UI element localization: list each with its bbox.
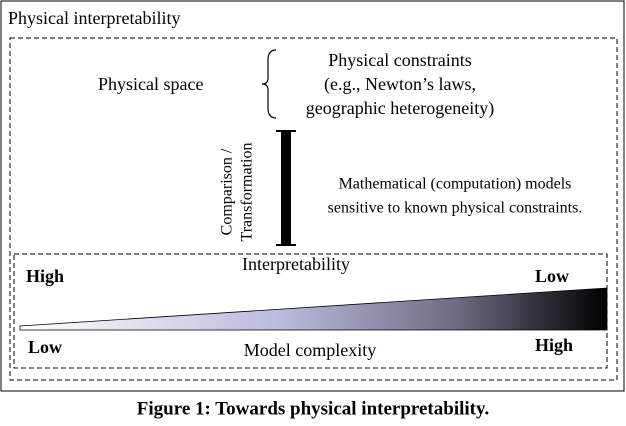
constraints-line: (e.g., Newton’s laws, (324, 74, 476, 95)
models-line: sensitive to known physical constraints. (328, 200, 583, 217)
transformation-bar (276, 130, 296, 246)
models-line: Mathematical (computation) models (339, 176, 572, 193)
complexity-label: Model complexity (244, 340, 376, 360)
caption: Figure 1: Towards physical interpretabil… (137, 398, 489, 419)
title: Physical interpretability (8, 8, 180, 28)
interpretability-start: High (26, 266, 64, 286)
outer-frame (0, 0, 625, 392)
physical-box (9, 37, 618, 381)
physical-space: Physical space (98, 74, 203, 94)
constraints-line: geographic heterogeneity) (306, 98, 494, 119)
complexity-end: High (535, 335, 573, 355)
transformation-label: Comparison / (219, 148, 236, 235)
gradient-wedge (19, 287, 608, 331)
complexity-start: Low (28, 337, 62, 357)
constraints-line: Physical constraints (328, 50, 471, 70)
interpretability-label: Interpretability (242, 254, 350, 274)
interpretability-end: Low (535, 266, 569, 286)
transformation-label: Transformation (239, 143, 256, 242)
brace (261, 49, 277, 119)
